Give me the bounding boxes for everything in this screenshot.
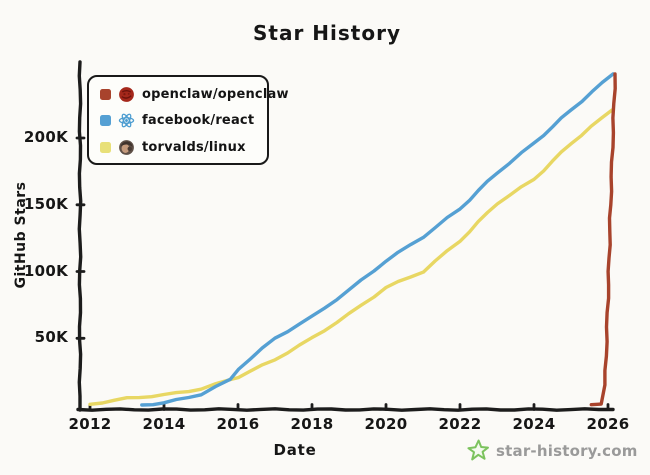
watermark-label: star-history.com	[496, 442, 638, 460]
watermark-link[interactable]: star-history.com	[466, 438, 638, 464]
y-tick-label: 100K	[23, 261, 68, 280]
chart-title: Star History	[253, 21, 401, 45]
x-tick-label: 2024	[512, 415, 556, 433]
torvalds-avatar-icon	[119, 139, 134, 155]
series-line-react	[140, 72, 615, 407]
legend: openclaw/openclaw facebook/react	[87, 75, 288, 165]
legend-item-openclaw: openclaw/openclaw	[100, 85, 288, 103]
openclaw-avatar-icon	[119, 86, 134, 102]
react-logo-icon	[118, 113, 135, 128]
legend-item-linux: torvalds/linux	[100, 138, 259, 156]
legend-item-label: facebook/react	[142, 113, 255, 128]
x-tick-label: 2020	[364, 415, 408, 433]
x-axis-label: Date	[273, 441, 317, 459]
x-axis-line	[76, 407, 615, 412]
x-tick-label: 2018	[290, 415, 334, 433]
x-tick-label: 2022	[438, 415, 482, 433]
legend-swatch	[100, 115, 111, 126]
star-history-logo-icon	[467, 439, 489, 461]
legend-item-label: torvalds/linux	[142, 139, 246, 155]
y-tick-label: 150K	[23, 194, 68, 213]
x-tick-label: 2026	[586, 415, 630, 433]
series-line-linux	[88, 108, 614, 406]
legend-item-label: openclaw/openclaw	[142, 86, 289, 102]
y-tick-label: 50K	[34, 328, 68, 347]
y-tick-label: 200K	[23, 128, 68, 146]
x-tick-label: 2014	[142, 415, 186, 433]
x-tick-label: 2016	[216, 415, 260, 433]
legend-item-react: facebook/react	[100, 112, 259, 130]
series-line-openclaw	[589, 72, 617, 407]
x-tick-label: 2012	[68, 415, 112, 433]
legend-swatch	[100, 88, 111, 100]
y-axis-line	[77, 60, 83, 412]
legend-swatch	[100, 141, 111, 153]
